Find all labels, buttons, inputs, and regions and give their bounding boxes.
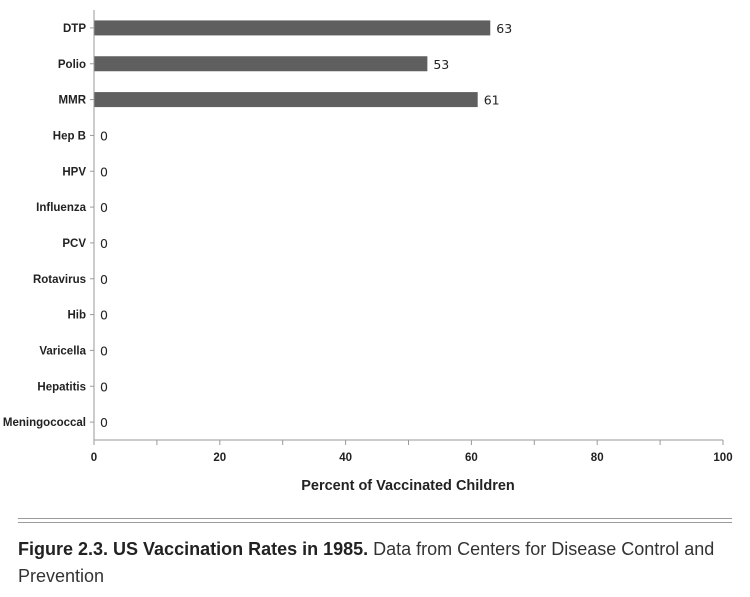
x-tick-label: 80	[591, 452, 604, 464]
category-label: Hep B	[53, 130, 86, 142]
caption-divider-bottom	[18, 522, 732, 523]
figure-caption-text: Data from Centers for Disease Control an…	[18, 539, 715, 586]
x-tick-label: 20	[213, 452, 226, 464]
data-label: 0	[100, 200, 108, 215]
x-tick-label: 0	[91, 452, 97, 464]
category-label: DTP	[63, 23, 86, 35]
category-label: MMR	[59, 95, 87, 107]
category-label: Rotavirus	[33, 274, 86, 286]
bar-polio	[94, 56, 428, 72]
bars-group	[94, 20, 491, 108]
category-label: Hib	[67, 310, 86, 322]
category-label: Varicella	[39, 345, 86, 357]
category-label: Influenza	[36, 202, 86, 214]
bar-mmr	[94, 92, 478, 108]
data-label: 0	[100, 343, 108, 358]
data-label: 0	[100, 236, 108, 251]
category-label: Hepatitis	[37, 381, 86, 393]
x-tick-label: 60	[465, 452, 478, 464]
data-label: 0	[100, 128, 108, 143]
figure-caption: Figure 2.3. US Vaccination Rates in 1985…	[18, 536, 732, 590]
x-tick-label: 40	[339, 452, 352, 464]
category-label: HPV	[62, 166, 86, 178]
x-axis-title: Percent of Vaccinated Children	[301, 478, 515, 494]
data-label: 0	[100, 415, 108, 430]
data-label: 0	[100, 379, 108, 394]
labels-group: DTP 63 Polio 53 MMR 61 Hep B 0 HPV 0 Influenza 0 PCV…	[3, 21, 733, 464]
data-label: 61	[484, 93, 500, 108]
data-label: 53	[433, 57, 449, 72]
category-label: Polio	[58, 59, 86, 71]
caption-divider-top	[18, 518, 732, 519]
data-label: 0	[100, 308, 108, 323]
x-tick-label: 100	[713, 452, 732, 464]
axes-group	[90, 10, 724, 445]
bar-chart: DTP 63 Polio 53 MMR 61 Hep B 0 HPV 0 Influenza 0 PCV…	[3, 10, 733, 494]
category-label: Meningococcal	[3, 417, 86, 429]
data-label: 0	[100, 272, 108, 287]
category-label: PCV	[62, 238, 86, 250]
figure-caption-label: Figure 2.3. US Vaccination Rates in 1985…	[18, 539, 369, 559]
bar-dtp	[94, 20, 491, 36]
data-label: 63	[496, 21, 512, 36]
data-label: 0	[100, 164, 108, 179]
